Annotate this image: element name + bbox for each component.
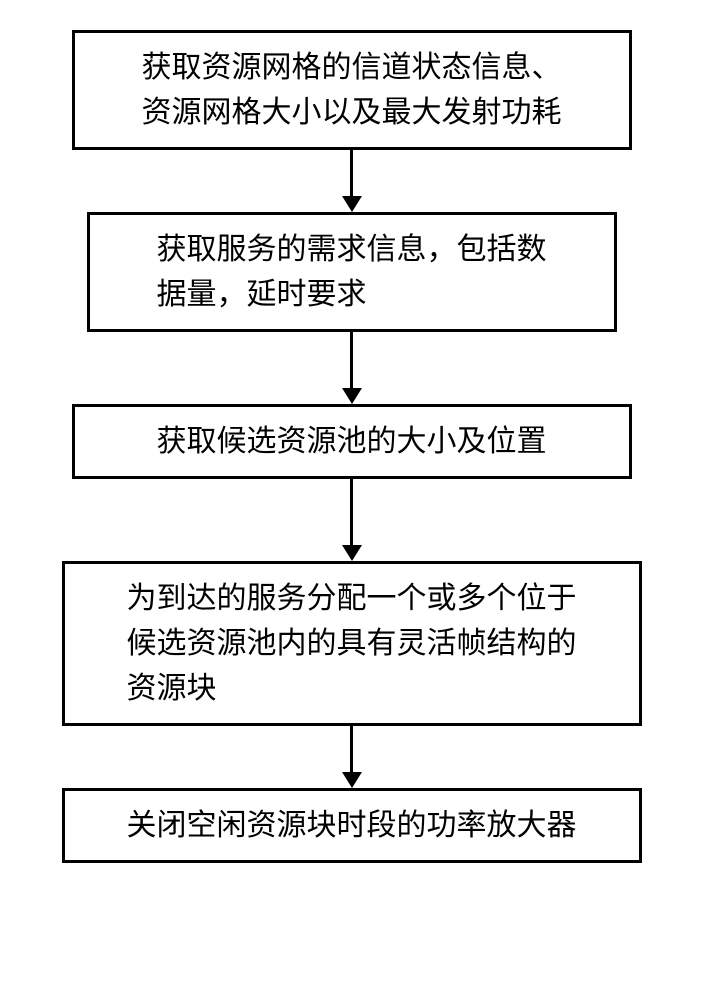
flowchart-container: 获取资源网格的信道状态信息、 资源网格大小以及最大发射功耗 获取服务的需求信息，…	[0, 0, 703, 863]
node-text: 获取服务的需求信息，包括数 据量，延时要求	[157, 227, 547, 317]
flowchart-node-5: 关闭空闲资源块时段的功率放大器	[62, 788, 642, 863]
flowchart-node-4: 为到达的服务分配一个或多个位于 候选资源池内的具有灵活帧结构的 资源块	[62, 561, 642, 726]
node-text: 获取资源网格的信道状态信息、 资源网格大小以及最大发射功耗	[142, 45, 562, 135]
arrow-head-icon	[342, 388, 362, 404]
flowchart-node-3: 获取候选资源池的大小及位置	[72, 404, 632, 479]
arrow-line	[350, 150, 353, 196]
arrow-line	[350, 479, 353, 545]
node-text: 为到达的服务分配一个或多个位于 候选资源池内的具有灵活帧结构的 资源块	[127, 576, 577, 711]
flowchart-node-2: 获取服务的需求信息，包括数 据量，延时要求	[87, 212, 617, 332]
arrow-head-icon	[342, 545, 362, 561]
arrow-1	[342, 150, 362, 212]
arrow-head-icon	[342, 772, 362, 788]
arrow-3	[342, 479, 362, 561]
arrow-4	[342, 726, 362, 788]
flowchart-node-1: 获取资源网格的信道状态信息、 资源网格大小以及最大发射功耗	[72, 30, 632, 150]
arrow-head-icon	[342, 196, 362, 212]
arrow-line	[350, 726, 353, 772]
node-text: 获取候选资源池的大小及位置	[157, 419, 547, 464]
arrow-line	[350, 332, 353, 388]
arrow-2	[342, 332, 362, 404]
node-text: 关闭空闲资源块时段的功率放大器	[127, 803, 577, 848]
